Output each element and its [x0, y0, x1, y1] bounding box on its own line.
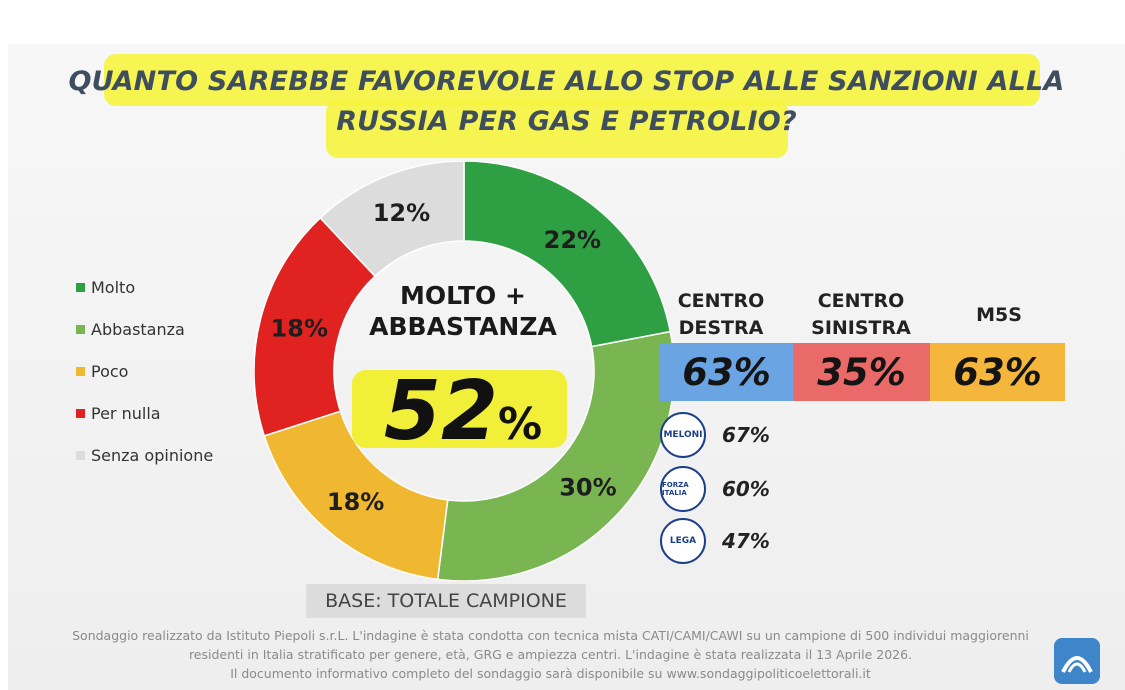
piepoli-logo	[1054, 638, 1100, 684]
legend-item-poco: Poco	[76, 350, 213, 392]
legend-label-per-nulla: Per nulla	[91, 403, 161, 423]
legend-label-abbastanza: Abbastanza	[91, 319, 185, 339]
footnote-line-3: Il documento informativo completo del so…	[230, 666, 871, 681]
center-value-block: 52%	[338, 364, 588, 459]
legend-item-senza-opinione: Senza opinione	[76, 434, 213, 476]
coalition-header-centro-destra: CENTRO DESTRA	[656, 288, 786, 342]
legend-item-per-nulla: Per nulla	[76, 392, 213, 434]
coalition-header-line2: M5S	[976, 304, 1022, 326]
legend-label-poco: Poco	[91, 361, 129, 381]
coalition-value-centro-destra: 63%	[660, 343, 793, 401]
title-highlight-1	[104, 54, 1040, 106]
footnote-line-2: residenti in Italia stratificato per gen…	[188, 647, 913, 662]
center-label-block: MOLTO + ABBASTANZA	[338, 280, 588, 342]
party-row-fdi: MELONI 67%	[660, 412, 770, 458]
coalition-header-centro-sinistra: CENTRO SINISTRA	[796, 288, 926, 342]
center-unit: %	[498, 399, 543, 450]
donut-label-abbastanza: 30%	[559, 473, 616, 501]
fratelli-d-italia-logo: MELONI	[660, 412, 706, 458]
legend-swatch-poco	[76, 366, 85, 376]
party-value-lega: 47%	[722, 529, 770, 553]
coalition-value-m5s: 63%	[930, 343, 1065, 401]
poll-slide: QUANTO SAREBBE FAVOREVOLE ALLO STOP ALLE…	[8, 44, 1125, 690]
party-row-fi: FORZA ITALIA 60%	[660, 466, 770, 512]
coalition-value-centro-sinistra: 35%	[793, 343, 930, 401]
legend-label-senza-opinione: Senza opinione	[91, 445, 214, 465]
piepoli-logo-icon	[1061, 656, 1093, 673]
center-label: MOLTO + ABBASTANZA	[369, 281, 557, 341]
center-highlight	[352, 370, 567, 448]
donut-slice-abbastanza	[436, 330, 674, 581]
legend: Molto Abbastanza Poco Per nulla Senza op…	[76, 266, 213, 476]
party-value-fdi: 67%	[722, 423, 770, 447]
footnote-line-1: Sondaggio realizzato da Istituto Piepoli…	[72, 628, 1029, 643]
legend-swatch-molto	[76, 282, 85, 292]
lega-logo: LEGA	[660, 518, 706, 564]
legend-swatch-senza-opinione	[76, 450, 85, 460]
donut-chart: 22% 30% 18% 18% 12%	[254, 161, 674, 581]
party-value-fi: 60%	[722, 477, 770, 501]
party-row-lega: LEGA 47%	[660, 518, 770, 564]
coalition-header-line2: DESTRA	[678, 317, 764, 339]
coalition-header-m5s: M5S	[934, 302, 1064, 329]
coalition-header-line1: CENTRO	[817, 290, 905, 312]
legend-label-molto: Molto	[91, 277, 136, 297]
chart-title-line-1: QUANTO SAREBBE FAVOREVOLE ALLO STOP ALLE…	[68, 66, 1065, 97]
base-label: BASE: TOTALE CAMPIONE	[306, 584, 586, 618]
donut-slice-senza-opinione	[319, 161, 465, 278]
title-highlight-2	[326, 100, 788, 158]
coalition-header-line1: CENTRO	[677, 290, 765, 312]
donut-label-per-nulla: 18%	[271, 315, 328, 343]
donut-label-molto: 22%	[544, 226, 601, 254]
legend-swatch-abbastanza	[76, 324, 85, 334]
legend-item-molto: Molto	[76, 266, 213, 308]
donut-label-poco: 18%	[327, 488, 384, 516]
coalition-header-line2: SINISTRA	[811, 317, 911, 339]
chart-title-line-2: RUSSIA PER GAS E PETROLIO?	[336, 106, 797, 137]
donut-slice-molto	[463, 161, 672, 348]
donut-label-senza-opinione: 12%	[373, 199, 430, 227]
legend-swatch-per-nulla	[76, 408, 85, 418]
forza-italia-logo: FORZA ITALIA	[660, 466, 706, 512]
center-value: 52	[383, 364, 499, 459]
legend-item-abbastanza: Abbastanza	[76, 308, 213, 350]
